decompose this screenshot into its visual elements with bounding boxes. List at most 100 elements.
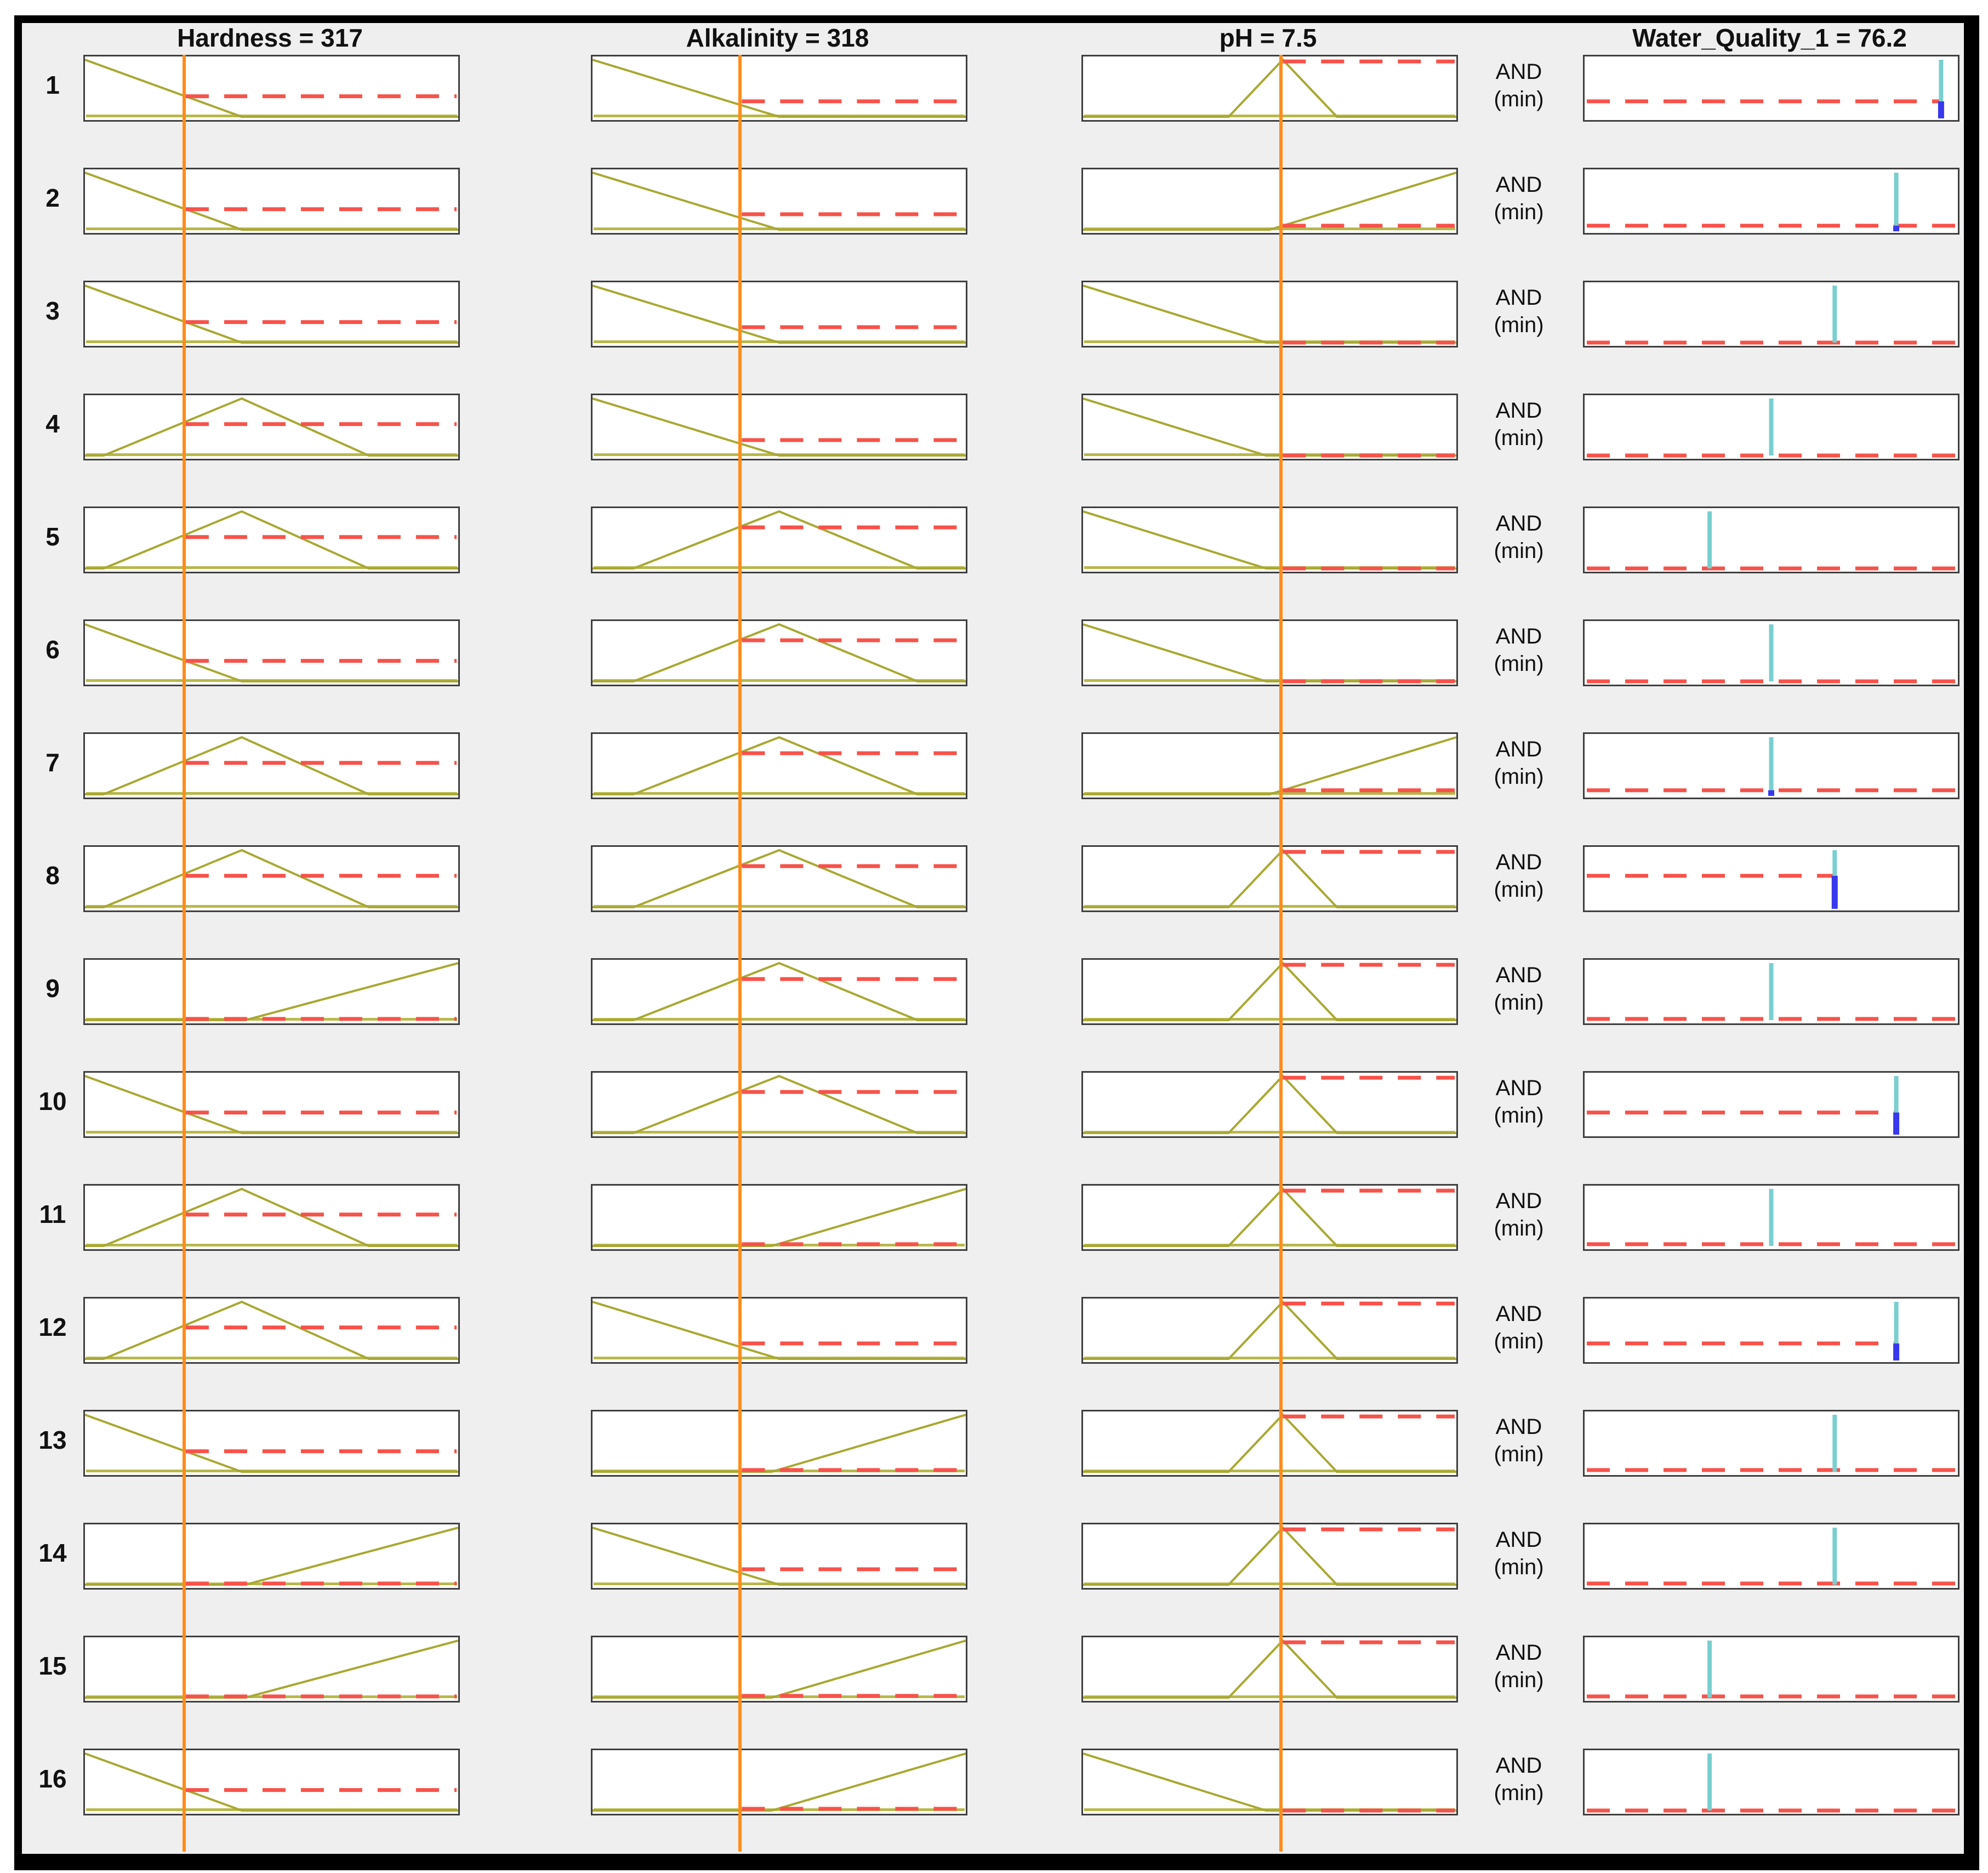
rule-2-alkalinity-plot[interactable] [591,168,967,235]
rule-6-output-plot[interactable] [1583,619,1959,686]
rule-7-output-plot[interactable] [1583,732,1959,799]
rule-5-connective-label: AND (min) [1472,510,1565,565]
rule-13-output-plot[interactable] [1583,1410,1959,1477]
alkalinity-input-value-line[interactable] [738,55,742,1852]
rule-16-ph-plot[interactable] [1081,1749,1458,1815]
rule-7-hardness-plot[interactable] [83,732,460,799]
rule-14-output-plot[interactable] [1583,1523,1959,1590]
mf-baseline [86,566,457,569]
and-label: AND [1495,173,1542,197]
rule-11-hardness-plot[interactable] [83,1184,460,1251]
rule-9-output-plot[interactable] [1583,958,1959,1025]
ph-input-value-line[interactable] [1279,55,1283,1852]
rule-10-alkalinity-plot[interactable] [591,1071,967,1138]
rule-13-alkalinity-plot[interactable] [591,1410,967,1477]
clipped-output-bar [1831,875,1838,909]
rule-16-alkalinity-plot[interactable] [591,1749,967,1815]
rule-2-output-plot[interactable] [1583,168,1959,235]
rule-12-ph-plot[interactable] [1081,1297,1458,1364]
rule-6-alkalinity-plot[interactable] [591,619,967,686]
rule-3-output-plot[interactable] [1583,281,1959,348]
rule-7-ph-plot[interactable] [1081,732,1458,799]
rule-12-output-plot[interactable] [1583,1297,1959,1364]
rule-7-alkalinity-plot[interactable] [591,732,967,799]
rule-14-hardness-plot[interactable] [83,1523,460,1590]
rule-5-hardness-plot[interactable] [83,506,460,573]
rule-13-connective-label: AND (min) [1472,1413,1565,1468]
rule-3-alkalinity-plot[interactable] [591,281,967,348]
membership-function-curve [1083,172,1456,231]
rule-8-ph-plot[interactable] [1081,845,1458,912]
membership-function-curve [85,172,458,231]
mf-baseline [86,453,457,456]
rule-15-hardness-plot[interactable] [83,1636,460,1703]
rule-4-hardness-plot[interactable] [83,394,460,460]
rule-15-ph-plot[interactable] [1081,1636,1458,1703]
rule-5-output-plot[interactable] [1583,506,1959,573]
membership-function-curve [85,1075,458,1134]
mf-baseline [594,1131,965,1134]
rule-2-ph-plot[interactable] [1081,168,1458,235]
rule-5-alkalinity-plot[interactable] [591,506,967,573]
clipped-output-bar [1938,101,1944,118]
rule-14-ph-plot[interactable] [1081,1523,1458,1590]
rule-10-ph-plot[interactable] [1081,1071,1458,1138]
rule-1-connective-label: AND (min) [1472,58,1565,113]
rule-14-alkalinity-plot[interactable] [591,1523,967,1590]
membership-function-curve [1083,1639,1456,1699]
rule-15-output-plot[interactable] [1583,1636,1959,1703]
rule-1-ph-plot[interactable] [1081,55,1458,122]
rule-6-hardness-plot[interactable] [83,619,460,686]
rule-9-ph-plot[interactable] [1081,958,1458,1025]
output-mf-spike [1769,963,1774,1020]
rule-12-hardness-plot[interactable] [83,1297,460,1364]
membership-function-curve [593,736,966,795]
rule-11-alkalinity-plot[interactable] [591,1184,967,1251]
rule-8-hardness-plot[interactable] [83,845,460,912]
rule-9-alkalinity-plot[interactable] [591,958,967,1025]
rule-13-hardness-plot[interactable] [83,1410,460,1477]
rule-10-hardness-plot[interactable] [83,1071,460,1138]
min-label: (min) [1494,1668,1544,1692]
min-label: (min) [1494,539,1544,563]
rule-15-alkalinity-plot[interactable] [591,1636,967,1703]
rule-1-hardness-plot[interactable] [83,55,460,122]
rule-3-ph-plot[interactable] [1081,281,1458,348]
rule-4-ph-plot[interactable] [1081,394,1458,460]
rule-8-alkalinity-plot[interactable] [591,845,967,912]
rule-11-ph-plot[interactable] [1081,1184,1458,1251]
rule-12-number: 12 [38,1313,67,1341]
rule-4-output-plot[interactable] [1583,394,1959,460]
rule-12-alkalinity-plot[interactable] [591,1297,967,1364]
rule-2-hardness-plot[interactable] [83,168,460,235]
rule-11-output-plot[interactable] [1583,1184,1959,1251]
rule-6-ph-plot[interactable] [1081,619,1458,686]
membership-function-curve [593,397,966,457]
mf-baseline [1084,1695,1455,1698]
rule-16-output-plot[interactable] [1583,1749,1959,1815]
and-label: AND [1495,963,1542,987]
mf-baseline [1084,115,1455,117]
membership-function-curve [85,510,458,570]
rule-5-ph-plot[interactable] [1081,506,1458,573]
mf-baseline [594,1018,965,1021]
column-header-hardness: Hardness = 317 [177,24,363,52]
mf-baseline [1084,1357,1455,1359]
rule-4-alkalinity-plot[interactable] [591,394,967,460]
rule-3-hardness-plot[interactable] [83,281,460,348]
rule-1-output-plot[interactable] [1583,55,1959,122]
membership-function-curve [85,736,458,795]
membership-function-curve [1083,1413,1456,1473]
rule-10-output-plot[interactable] [1583,1071,1959,1138]
rule-1-alkalinity-plot[interactable] [591,55,967,122]
rule-9-hardness-plot[interactable] [83,958,460,1025]
output-mf-spike [1894,1302,1899,1359]
membership-function-curve [593,172,966,231]
rule-13-ph-plot[interactable] [1081,1410,1458,1477]
rule-16-hardness-plot[interactable] [83,1749,460,1815]
min-label: (min) [1494,87,1544,111]
membership-function-curve [1083,1752,1456,1812]
rule-8-output-plot[interactable] [1583,845,1959,912]
hardness-input-value-line[interactable] [182,55,186,1852]
rule-2-number: 2 [45,184,60,212]
